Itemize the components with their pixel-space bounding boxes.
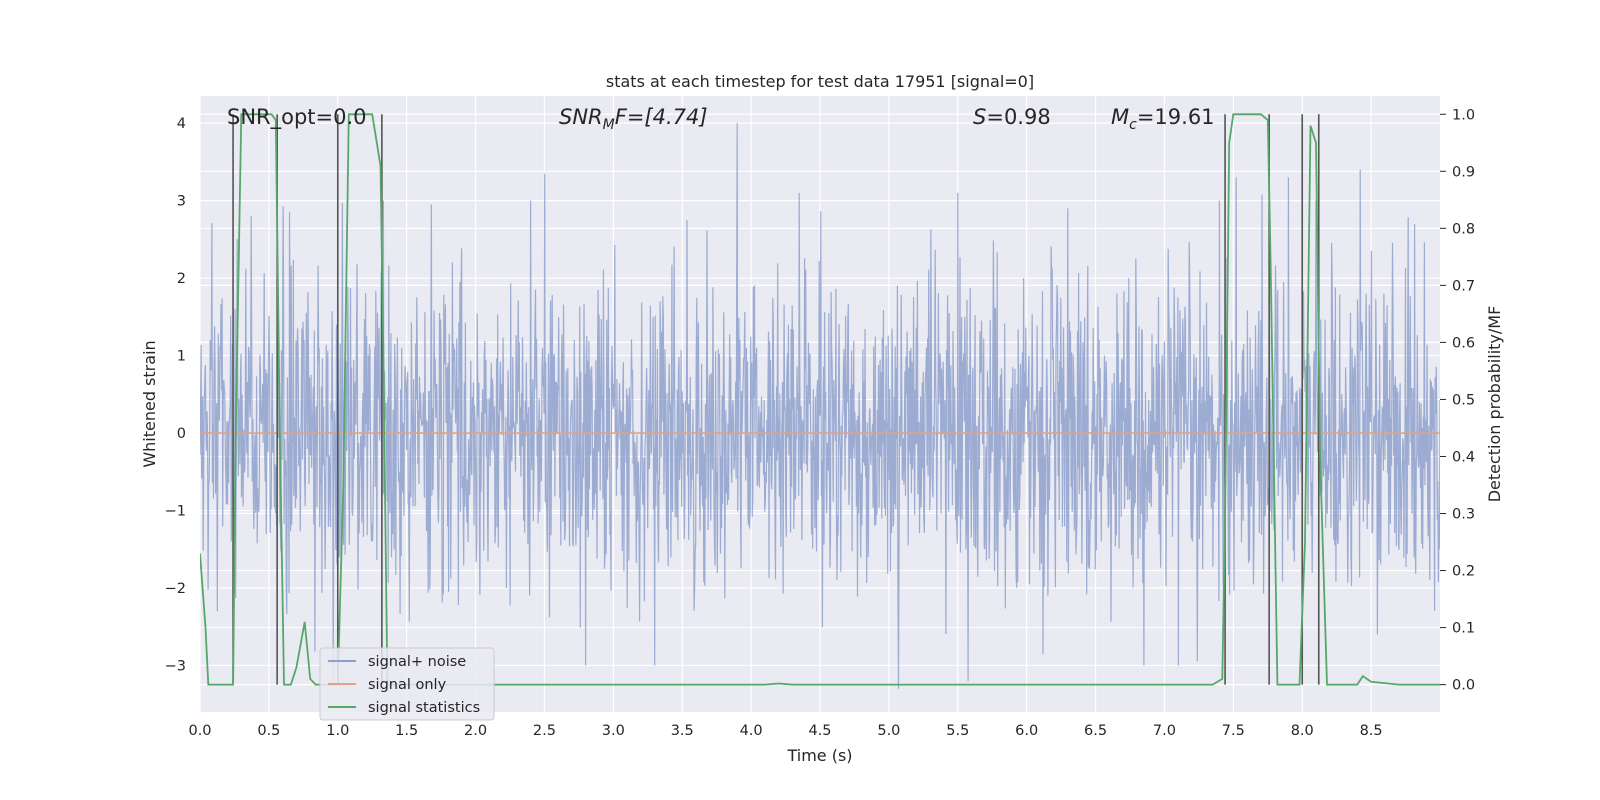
x-tick-label: 3.5: [671, 723, 694, 739]
y-right-tick-label: 0.4: [1452, 449, 1475, 465]
legend-label-signal-only: signal only: [368, 677, 447, 693]
annotation-snr-mf: SNRMF=[4.74]: [559, 105, 708, 133]
y-tick-label: −3: [165, 659, 186, 675]
x-tick-label: 6.0: [1015, 723, 1038, 739]
plot-data: [200, 113, 1440, 689]
y-right-tick-label: 0.3: [1452, 507, 1475, 523]
legend: signal+ noise signal only signal statist…: [319, 647, 495, 721]
legend-box: [319, 647, 495, 721]
x-axis-label: Time (s): [786, 746, 852, 765]
annotation-mc: Mc=19.61: [1111, 105, 1215, 133]
y-tick-label: 1: [177, 349, 186, 365]
x-tick-label: 3.0: [602, 723, 625, 739]
y-right-tick-label: 0.7: [1452, 278, 1475, 294]
legend-label-signal-statistics: signal statistics: [368, 700, 480, 716]
series-signal-noise: [200, 123, 1440, 689]
x-tick-label: 0.0: [188, 723, 211, 739]
legend-label-signal-noise: signal+ noise: [368, 654, 466, 670]
x-tick-label: 4.5: [808, 723, 831, 739]
x-tick-label: 8.5: [1360, 723, 1383, 739]
y-tick-label: 0: [177, 426, 186, 442]
x-tick-label: 1.5: [395, 723, 418, 739]
y-right-tick-label: 0.9: [1452, 164, 1475, 180]
x-tick-label: 5.0: [877, 723, 900, 739]
y-tick-label: 4: [177, 116, 186, 132]
y-tick-label: 2: [177, 271, 186, 287]
annotation-snr-opt: SNR_opt=0.0: [227, 105, 367, 130]
y-right-tick-label: 0.0: [1452, 678, 1475, 694]
x-tick-label: 0.5: [257, 723, 280, 739]
x-tick-label: 2.5: [533, 723, 556, 739]
x-tick-label: 7.5: [1222, 723, 1245, 739]
x-tick-label: 8.0: [1291, 723, 1314, 739]
y-right-tick-label: 1.0: [1452, 107, 1475, 123]
y-axis-label: Whitened strain: [140, 340, 159, 467]
x-tick-label: 6.5: [1084, 723, 1107, 739]
y-right-tick-label: 0.1: [1452, 621, 1475, 637]
ticks: 0.0 0.5 1.0 1.5 2.0 2.5 3.0 3.5 4.0 4.5 5.0 5.5 6.0 6…: [165, 107, 1475, 739]
annotation-s: S=0.98: [973, 105, 1051, 129]
y-tick-label: 3: [177, 194, 186, 210]
x-tick-label: 2.0: [464, 723, 487, 739]
y-right-tick-label: 0.2: [1452, 564, 1475, 580]
y-right-tick-label: 0.5: [1452, 392, 1475, 408]
x-tick-label: 4.0: [740, 723, 763, 739]
y-tick-label: −2: [165, 581, 186, 597]
y-axis-label-right: Detection probability/MF: [1485, 306, 1504, 503]
y-right-tick-label: 0.8: [1452, 221, 1475, 237]
x-tick-label: 1.0: [326, 723, 349, 739]
series-signal-statistics: [200, 113, 1440, 686]
y-right-tick-label: 0.6: [1452, 335, 1475, 351]
y-tick-label: −1: [165, 504, 186, 520]
chart-title: stats at each timestep for test data 179…: [606, 72, 1034, 91]
x-tick-label: 7.0: [1153, 723, 1176, 739]
x-tick-label: 5.5: [946, 723, 969, 739]
